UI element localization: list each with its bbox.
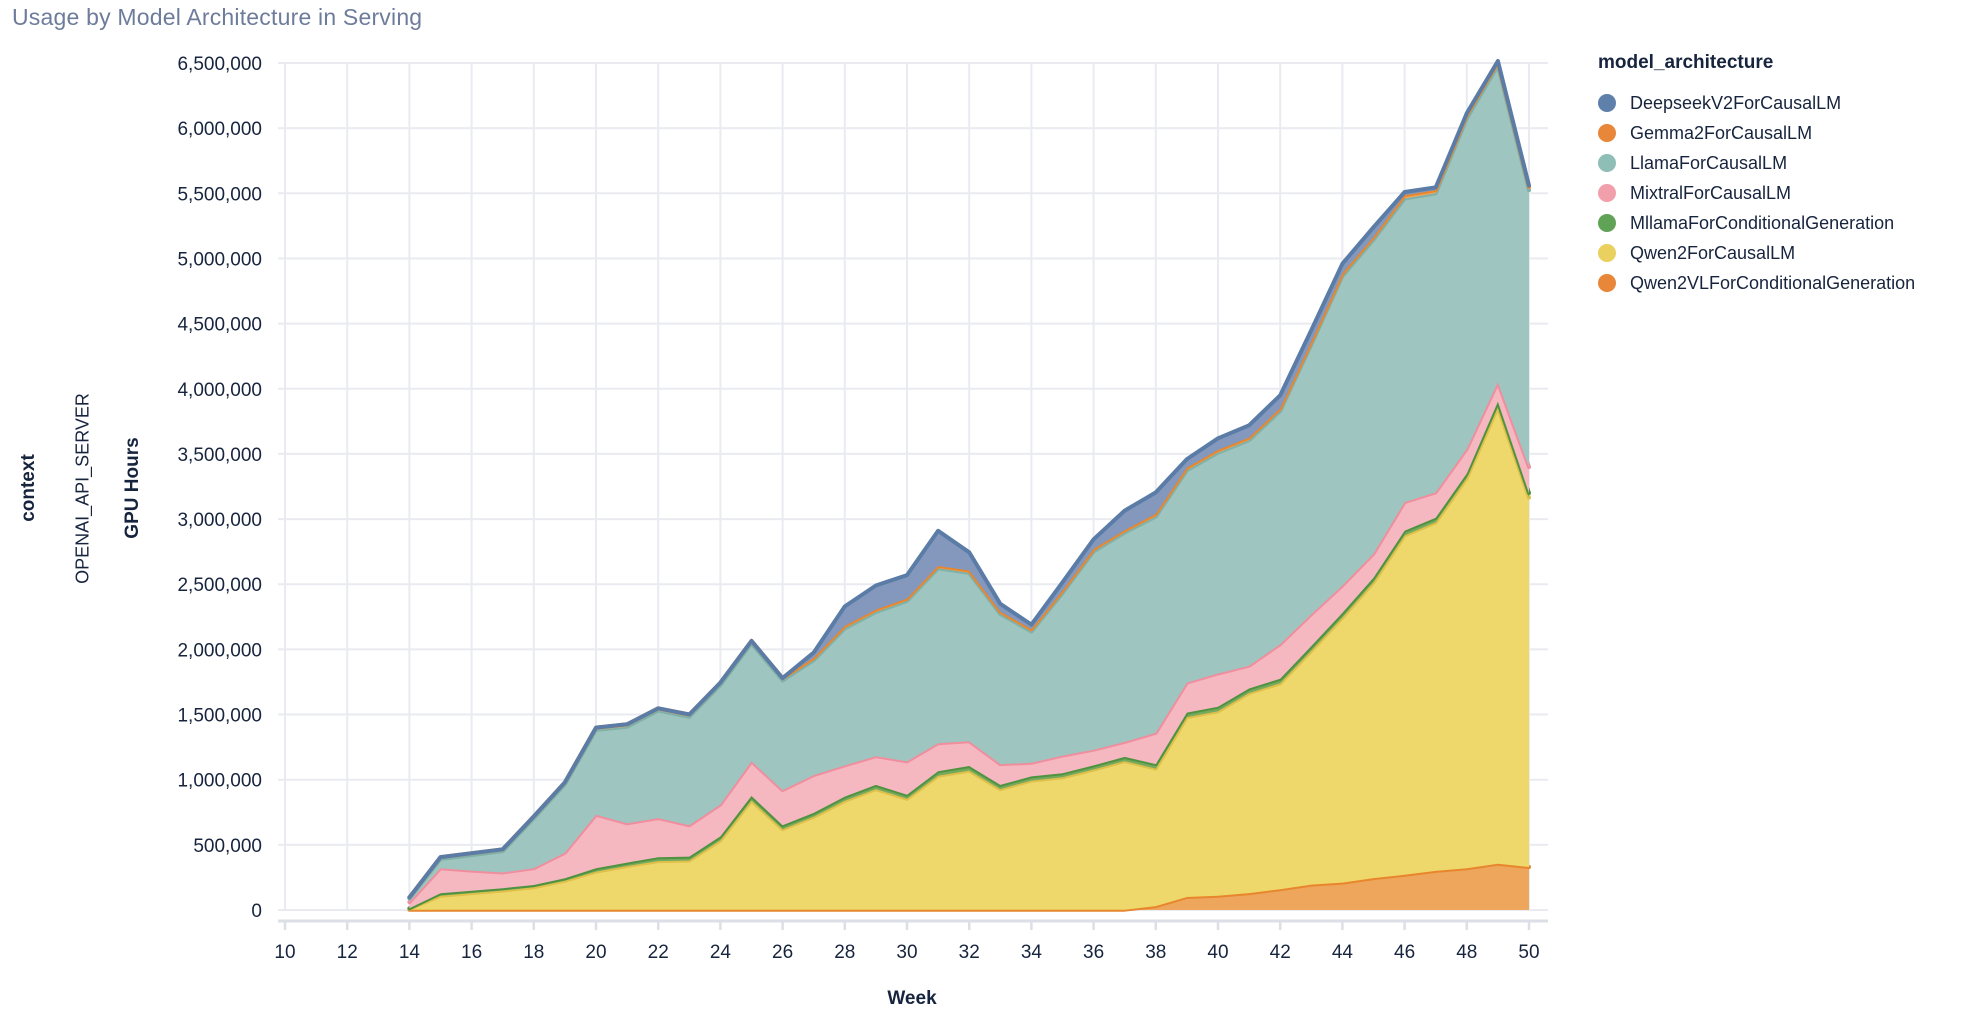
x-tick-label: 38 xyxy=(1145,942,1166,963)
legend-item-label: DeepseekV2ForCausalLM xyxy=(1630,92,1842,113)
legend-item-Qwen2VLForConditionalGeneration: Qwen2VLForConditionalGeneration xyxy=(1598,268,1968,298)
x-tick-label: 26 xyxy=(772,942,793,963)
x-axis: 10 12 14 16 18 20 22 24 26 28 30 32 34 36 38 40 42 44 46 48… xyxy=(274,919,1548,963)
area-series xyxy=(407,59,1531,912)
legend-item-LlamaForCausalLM: LlamaForCausalLM xyxy=(1598,148,1968,178)
area-Qwen2VLForConditionalGeneration xyxy=(409,863,1529,910)
legend-swatch-icon xyxy=(1598,184,1616,202)
x-tick-label: 36 xyxy=(1083,942,1104,963)
x-axis-title: Week xyxy=(887,988,937,1009)
legend-swatch-icon xyxy=(1598,214,1616,232)
legend-item-label: MixtralForCausalLM xyxy=(1630,182,1792,203)
y-tick-label: 6,500,000 xyxy=(177,54,262,75)
legend-item-label: Gemma2ForCausalLM xyxy=(1630,122,1813,143)
y-tick-label: 1,500,000 xyxy=(177,706,262,727)
x-tick-label: 44 xyxy=(1332,942,1354,963)
legend-item-MixtralForCausalLM: MixtralForCausalLM xyxy=(1598,178,1968,208)
y-tick-label: 0 xyxy=(251,901,262,922)
y-tick-label: 3,500,000 xyxy=(177,445,262,466)
legend-item-label: LlamaForCausalLM xyxy=(1630,152,1788,173)
y-axis: 0 500,000 1,000,000 1,500,000 2,000,000 2,500… xyxy=(177,54,262,922)
x-tick-label: 28 xyxy=(834,942,855,963)
x-tick-label: 16 xyxy=(461,942,482,963)
y-tick-label: 5,000,000 xyxy=(177,249,262,270)
area-MixtralForCausalLM xyxy=(409,382,1529,909)
y-tick-label: 2,000,000 xyxy=(177,640,262,661)
legend-swatch-icon xyxy=(1598,274,1616,292)
legend-item-DeepseekV2ForCausalLM: DeepseekV2ForCausalLM xyxy=(1598,88,1968,118)
area-LlamaForCausalLM xyxy=(409,65,1529,903)
x-tick-label: 42 xyxy=(1270,942,1291,963)
page-title: Usage by Model Architecture in Serving xyxy=(12,4,423,30)
legend-item-label: Qwen2ForCausalLM xyxy=(1630,242,1796,263)
x-tick-label: 34 xyxy=(1021,942,1043,963)
x-tick-label: 10 xyxy=(274,942,295,963)
legend-items: DeepseekV2ForCausalLM Gemma2ForCausalLM Ll… xyxy=(1598,88,1968,298)
legend-item-label: Qwen2VLForConditionalGeneration xyxy=(1630,272,1916,293)
x-tick-label: 32 xyxy=(959,942,980,963)
x-tick-label: 20 xyxy=(585,942,606,963)
line-DeepseekV2ForCausalLM xyxy=(407,59,1531,900)
legend: model_architecture DeepseekV2ForCausalLM… xyxy=(1598,52,1968,298)
y-tick-label: 500,000 xyxy=(193,836,262,857)
x-tick-label: 18 xyxy=(523,942,544,963)
y-tick-label: 4,000,000 xyxy=(177,380,262,401)
legend-item-Qwen2ForCausalLM: Qwen2ForCausalLM xyxy=(1598,238,1968,268)
legend-title: model_architecture xyxy=(1598,52,1774,73)
y-tick-label: 3,000,000 xyxy=(177,510,262,531)
legend-swatch-icon xyxy=(1598,244,1616,262)
y-tick-label: 4,500,000 xyxy=(177,315,262,336)
x-tick-label: 14 xyxy=(399,942,421,963)
x-tick-label: 30 xyxy=(896,942,917,963)
y-tick-label: 2,500,000 xyxy=(177,575,262,596)
x-tick-label: 24 xyxy=(710,942,732,963)
y-tick-label: 1,000,000 xyxy=(177,771,262,792)
legend-item-MllamaForConditionalGeneration: MllamaForConditionalGeneration xyxy=(1598,208,1968,238)
x-tick-label: 46 xyxy=(1394,942,1415,963)
legend-swatch-icon xyxy=(1598,124,1616,142)
area-Qwen2ForCausalLM xyxy=(409,407,1529,910)
legend-item-Gemma2ForCausalLM: Gemma2ForCausalLM xyxy=(1598,118,1968,148)
x-tick-label: 48 xyxy=(1456,942,1477,963)
legend-item-label: MllamaForConditionalGeneration xyxy=(1630,212,1895,233)
y-tick-label: 6,000,000 xyxy=(177,119,262,140)
x-tick-label: 40 xyxy=(1207,942,1228,963)
x-tick-label: 50 xyxy=(1518,942,1539,963)
y-tick-label: 5,500,000 xyxy=(177,184,262,205)
legend-swatch-icon xyxy=(1598,154,1616,172)
x-tick-label: 22 xyxy=(648,942,669,963)
x-tick-label: 12 xyxy=(337,942,358,963)
legend-swatch-icon xyxy=(1598,94,1616,112)
